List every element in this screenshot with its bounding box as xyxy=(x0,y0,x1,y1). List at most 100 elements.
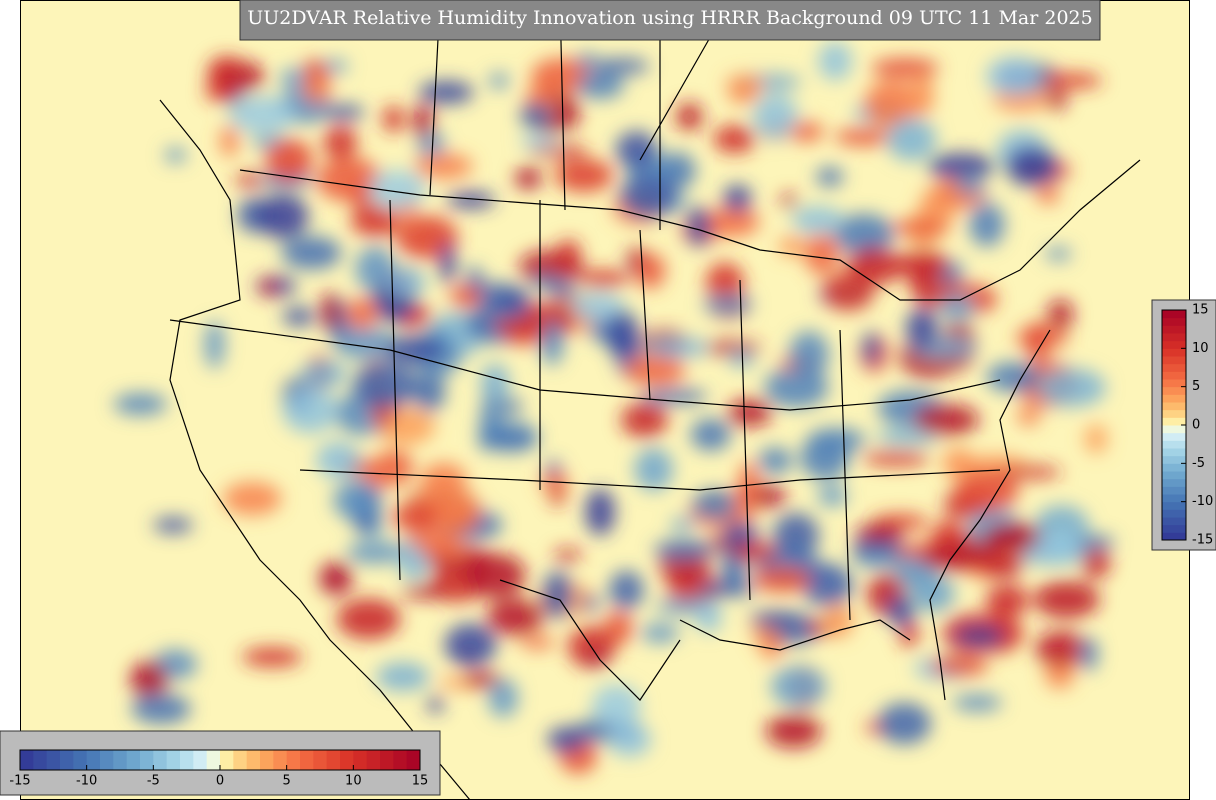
field-blob xyxy=(752,93,799,140)
field-blob xyxy=(323,104,365,120)
colorbar-segment xyxy=(1162,386,1186,395)
field-blob xyxy=(888,220,952,235)
field-blob xyxy=(1081,546,1111,579)
field-blob xyxy=(1017,406,1040,426)
field-blob xyxy=(886,118,937,161)
field-blob xyxy=(771,665,827,708)
colorbar-segment xyxy=(406,750,421,770)
colorbar-tick-label: 5 xyxy=(1192,379,1200,394)
field-blob xyxy=(576,53,599,69)
field-blob xyxy=(113,393,167,416)
field-blob xyxy=(817,484,848,507)
field-blob xyxy=(942,448,975,479)
field-blob xyxy=(540,318,564,366)
field-blob xyxy=(956,177,985,194)
field-blob xyxy=(1026,320,1049,363)
field-blob xyxy=(520,635,556,650)
field-blob xyxy=(913,404,979,436)
map-background xyxy=(20,0,1190,800)
field-blob xyxy=(384,335,445,365)
field-blob xyxy=(695,599,722,633)
field-blob xyxy=(640,623,680,643)
colorbar-segment xyxy=(1162,455,1186,464)
field-blob xyxy=(608,722,652,757)
colorbar-segment xyxy=(260,750,274,770)
colorbar-segment xyxy=(60,750,74,770)
field-blob xyxy=(547,726,586,753)
field-blob xyxy=(446,191,496,209)
field-blob xyxy=(788,331,830,379)
field-blob xyxy=(444,623,497,667)
field-blob xyxy=(697,581,756,597)
field-blob xyxy=(352,361,419,409)
field-blob xyxy=(402,585,448,599)
colorbar-tick-label: 5 xyxy=(283,774,291,789)
field-blob xyxy=(385,266,426,299)
colorbar-tick-label: -5 xyxy=(1192,456,1205,471)
field-blob xyxy=(927,153,995,180)
colorbar-tick-label: 10 xyxy=(1192,341,1209,356)
state-line-1 xyxy=(169,319,1001,411)
colorbar-segment xyxy=(1162,402,1186,411)
field-blob xyxy=(895,250,950,281)
field-blob xyxy=(204,320,225,369)
field-blob xyxy=(282,386,338,434)
colorbar-segment xyxy=(1162,478,1186,487)
colorbar-segment xyxy=(1162,379,1186,388)
field-blob xyxy=(332,480,382,521)
field-blob xyxy=(1075,535,1115,550)
field-blob xyxy=(462,671,501,687)
field-blob xyxy=(556,239,581,267)
field-blob xyxy=(519,133,558,149)
field-blob xyxy=(731,542,778,562)
field-blob xyxy=(713,125,756,154)
field-blob xyxy=(519,102,552,129)
field-blob xyxy=(449,285,482,308)
field-blob xyxy=(623,353,686,387)
colorbar-segment xyxy=(73,750,88,770)
field-blob xyxy=(969,202,1005,247)
field-blob xyxy=(553,549,582,562)
field-blob xyxy=(207,55,245,93)
east-coast xyxy=(929,329,1051,701)
field-blob xyxy=(320,291,340,331)
field-blob xyxy=(791,206,844,235)
field-blob xyxy=(634,447,674,491)
field-blob xyxy=(571,292,625,322)
field-blob xyxy=(772,512,819,559)
colorbar-segment xyxy=(113,750,128,770)
field-blob xyxy=(752,566,812,593)
field-blob xyxy=(414,153,473,179)
colorbar-segment xyxy=(326,750,341,770)
field-blob xyxy=(279,68,309,90)
west-coast xyxy=(159,99,471,800)
field-blob xyxy=(921,541,986,572)
field-blob xyxy=(375,449,414,486)
field-blob xyxy=(1035,630,1087,668)
colorbar-segment xyxy=(1162,348,1186,357)
field-blob xyxy=(670,517,695,532)
field-blob xyxy=(781,193,798,208)
colorbar-segment xyxy=(206,750,221,770)
field-blob xyxy=(778,236,806,257)
horizontal-colorbar: -15 -10 -5 0 5 10 15 xyxy=(9,749,428,789)
field-blob xyxy=(980,556,1025,577)
colorbar-segment xyxy=(1162,340,1186,349)
field-blob xyxy=(415,542,469,557)
field-blob xyxy=(862,451,930,466)
field-blob xyxy=(1084,424,1108,454)
field-blob xyxy=(482,432,539,449)
field-blob xyxy=(701,341,762,355)
field-blob xyxy=(605,310,640,359)
field-blob xyxy=(645,337,710,358)
field-blob xyxy=(706,262,744,304)
field-blob xyxy=(834,128,894,146)
colorbar-tick-label: -10 xyxy=(1192,494,1213,509)
colorbar-segment xyxy=(1162,333,1186,342)
field-blob xyxy=(615,130,658,169)
field-blob xyxy=(761,626,781,661)
field-blob xyxy=(1033,580,1100,619)
field-blob xyxy=(433,497,480,534)
colorbar-segment xyxy=(1162,532,1186,541)
